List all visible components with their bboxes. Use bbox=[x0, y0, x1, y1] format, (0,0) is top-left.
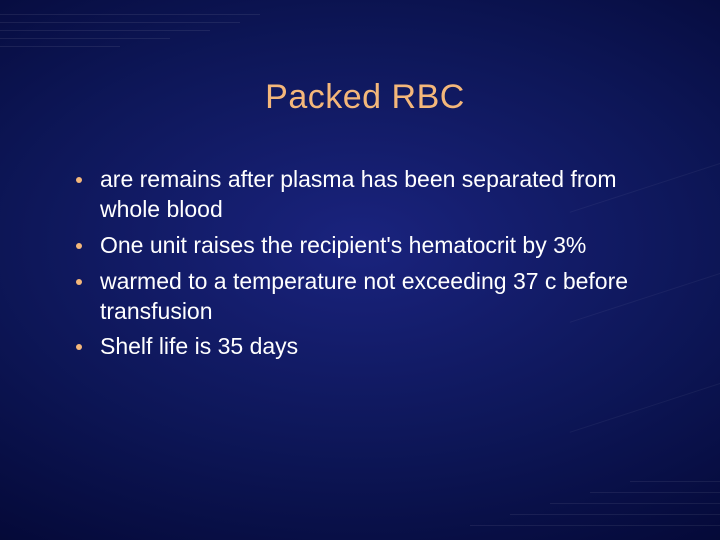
bullet-icon bbox=[76, 243, 82, 249]
bullet-text: are remains after plasma has been separa… bbox=[100, 165, 660, 225]
bullet-text: Shelf life is 35 days bbox=[100, 332, 298, 362]
bullet-item: One unit raises the recipient's hematocr… bbox=[76, 231, 660, 261]
bullet-item: Shelf life is 35 days bbox=[76, 332, 660, 362]
decorative-lines-bottom-right bbox=[440, 471, 720, 540]
bullet-icon bbox=[76, 279, 82, 285]
bullet-text: warmed to a temperature not exceeding 37… bbox=[100, 267, 660, 327]
bullet-text: One unit raises the recipient's hematocr… bbox=[100, 231, 586, 261]
slide-body: are remains after plasma has been separa… bbox=[70, 165, 660, 362]
slide-title: Packed RBC bbox=[70, 78, 660, 117]
slide: Packed RBC are remains after plasma has … bbox=[0, 0, 720, 540]
bullet-item: warmed to a temperature not exceeding 37… bbox=[76, 267, 660, 327]
decorative-lines-top bbox=[0, 0, 260, 54]
bullet-icon bbox=[76, 344, 82, 350]
bullet-icon bbox=[76, 177, 82, 183]
decorative-diagonal bbox=[570, 370, 720, 433]
bullet-item: are remains after plasma has been separa… bbox=[76, 165, 660, 225]
